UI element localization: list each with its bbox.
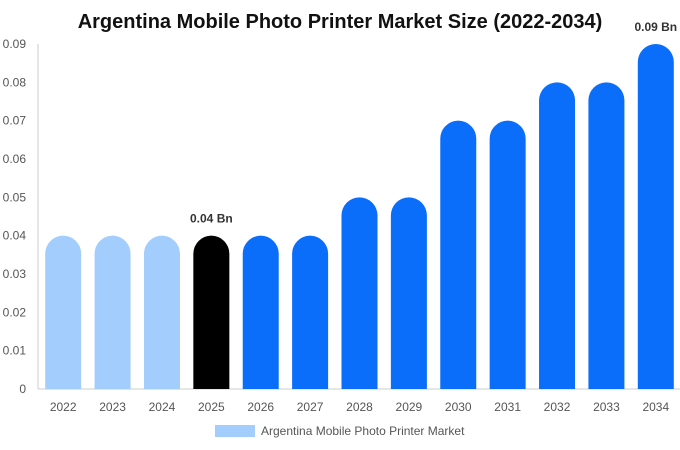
y-tick-label: 0.01 xyxy=(3,344,27,358)
bar-2028[interactable] xyxy=(341,197,378,389)
bar-2034[interactable] xyxy=(637,44,674,389)
y-axis: 0 0.01 0.02 0.03 0.04 0.05 0.06 0.07 0.08 0.09 xyxy=(3,37,27,396)
bar-2026[interactable] xyxy=(242,235,279,389)
bar-2032[interactable] xyxy=(539,82,576,389)
y-tick-label: 0.09 xyxy=(3,37,27,51)
x-tick-label: 2031 xyxy=(494,400,521,414)
y-tick-label: 0.08 xyxy=(3,75,27,89)
chart-title: Argentina Mobile Photo Printer Market Si… xyxy=(78,11,603,33)
data-labels: 0.04 Bn 0.09 Bn xyxy=(190,20,677,226)
y-tick-label: 0.06 xyxy=(3,152,27,166)
bar-2027[interactable] xyxy=(292,235,329,389)
x-tick-label: 2026 xyxy=(247,400,274,414)
y-tick-label: 0.03 xyxy=(3,267,27,281)
x-tick-label: 2029 xyxy=(396,400,423,414)
legend-swatch xyxy=(215,425,255,437)
y-tick-label: 0 xyxy=(19,382,26,396)
x-tick-label: 2032 xyxy=(544,400,571,414)
y-tick-label: 0.07 xyxy=(3,114,27,128)
x-tick-label: 2025 xyxy=(198,400,225,414)
bar-2030[interactable] xyxy=(440,120,477,389)
bars-group xyxy=(45,44,674,389)
data-label-2034: 0.09 Bn xyxy=(634,20,677,34)
x-tick-label: 2033 xyxy=(593,400,620,414)
bar-2031[interactable] xyxy=(489,120,526,389)
data-label-2025: 0.04 Bn xyxy=(190,212,233,226)
bar-2022[interactable] xyxy=(45,235,82,389)
bar-2033[interactable] xyxy=(588,82,625,389)
x-tick-label: 2023 xyxy=(99,400,126,414)
legend[interactable]: Argentina Mobile Photo Printer Market xyxy=(215,424,464,438)
bar-2025[interactable] xyxy=(193,235,230,389)
x-tick-label: 2034 xyxy=(642,400,669,414)
y-tick-label: 0.02 xyxy=(3,305,27,319)
legend-label: Argentina Mobile Photo Printer Market xyxy=(261,424,465,438)
x-tick-label: 2030 xyxy=(445,400,472,414)
x-axis: 2022 2023 2024 2025 2026 2027 2028 2029 2030 2031… xyxy=(50,400,670,414)
x-tick-label: 2028 xyxy=(346,400,373,414)
x-tick-label: 2022 xyxy=(50,400,77,414)
bar-2029[interactable] xyxy=(390,197,427,389)
y-tick-label: 0.04 xyxy=(3,229,27,243)
y-tick-label: 0.05 xyxy=(3,190,27,204)
x-tick-label: 2027 xyxy=(297,400,324,414)
x-tick-label: 2024 xyxy=(149,400,176,414)
bar-2024[interactable] xyxy=(143,235,180,389)
bar-2023[interactable] xyxy=(94,235,131,389)
